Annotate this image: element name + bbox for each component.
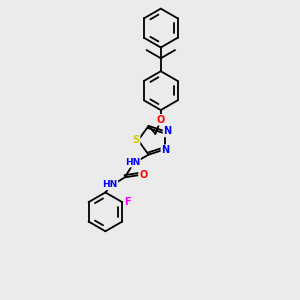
Text: F: F bbox=[124, 197, 131, 207]
Text: HN: HN bbox=[102, 180, 117, 189]
Text: O: O bbox=[157, 115, 165, 125]
Text: N: N bbox=[164, 126, 172, 136]
Text: S: S bbox=[132, 135, 140, 145]
Text: HN: HN bbox=[125, 158, 140, 167]
Text: O: O bbox=[139, 170, 147, 180]
Text: N: N bbox=[161, 145, 169, 155]
